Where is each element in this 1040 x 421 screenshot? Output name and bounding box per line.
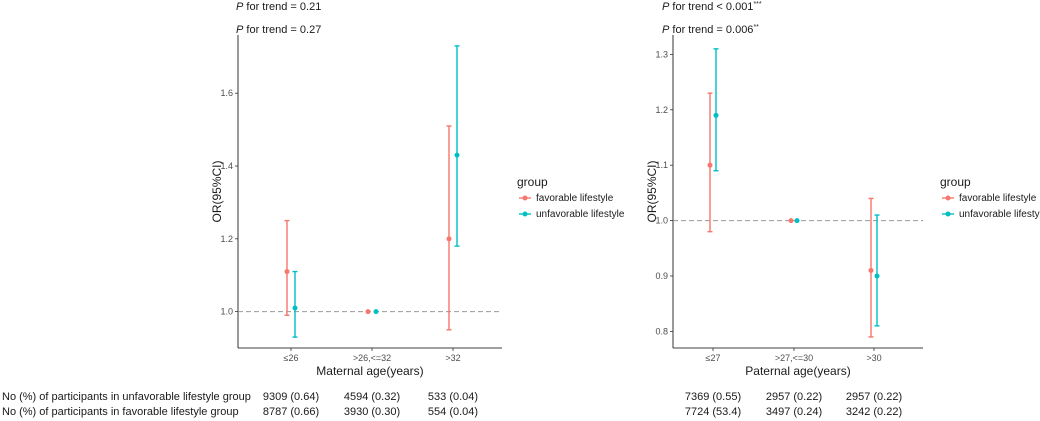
panel1-y-tick-label: 1.6 <box>220 88 233 98</box>
panel2-legend-label-favorable: favorable lifestyle <box>959 193 1037 204</box>
panel2-y-tick-label: 1.3 <box>655 49 668 59</box>
panel2-y-tick-label: 0.8 <box>655 326 668 336</box>
panel1-y-axis-title: OR(95%CI) <box>210 160 224 222</box>
panel2-p-trend-2: P for trend = 0.006** <box>662 24 759 36</box>
panel1-x-tick-label: >32 <box>445 353 460 363</box>
panel1-x-tick-label: ≤26 <box>284 353 299 363</box>
panel1-favorable-point <box>446 236 452 242</box>
panel2-y-tick-label: 0.9 <box>655 271 668 281</box>
panel2-count-unfavorable: 2957 (0.22) <box>846 391 902 403</box>
panel1-count-favorable: 8787 (0.66) <box>263 406 319 418</box>
panel1-count-favorable: 3930 (0.30) <box>344 406 400 418</box>
panel2-x-tick-label: ≤27 <box>706 353 721 363</box>
row-label-unfavorable: No (%) of participants in unfavorable li… <box>2 391 251 403</box>
panel1-count-unfavorable: 4594 (0.32) <box>344 391 400 403</box>
panel2-p-trend-1: P for trend < 0.001*** <box>662 1 762 13</box>
panel1-legend-title: group <box>517 175 548 189</box>
panel2-count-unfavorable: 7369 (0.55) <box>685 391 741 403</box>
panel2-y-axis-title: OR(95%CI) <box>645 160 659 222</box>
panel1-legend-key-point <box>522 211 528 217</box>
panel2-unfavorable-point <box>794 218 800 224</box>
panel1-count-unfavorable: 533 (0.04) <box>428 391 478 403</box>
panel2-legend-key-point <box>945 195 951 201</box>
panel2-favorable-point <box>707 162 713 168</box>
panel1-favorable-point <box>284 269 290 275</box>
panel1-favorable-point <box>365 309 371 315</box>
panel2-legend-title: group <box>940 175 971 189</box>
panel1-unfavorable-point <box>292 305 298 311</box>
panel1-legend-key-point <box>522 195 528 201</box>
panel1-unfavorable-point <box>454 152 460 158</box>
panel1-count-unfavorable: 9309 (0.64) <box>263 391 319 403</box>
panel2-unfavorable-point <box>713 112 719 118</box>
panel2-x-tick-label: >30 <box>866 353 881 363</box>
panel1-x-tick-label: >26,<=32 <box>353 353 391 363</box>
panel1-p-trend-1: P for trend = 0.21 <box>236 1 321 13</box>
panel1-y-tick-label: 1.0 <box>220 307 233 317</box>
panel2-legend-key-point <box>945 211 951 217</box>
panel2-legend-label-unfavorable: unfavorable lifestyle <box>959 209 1040 220</box>
panel1-count-favorable: 554 (0.04) <box>428 406 478 418</box>
panel2-favorable-point <box>868 267 874 273</box>
panel2-unfavorable-point <box>874 273 880 279</box>
panel1-p-trend-2: P for trend = 0.27 <box>236 24 321 36</box>
panel1-legend-label-favorable: favorable lifestyle <box>536 193 614 204</box>
row-label-favorable: No (%) of participants in favorable life… <box>2 406 239 418</box>
panel1-y-tick-label: 1.4 <box>220 161 233 171</box>
panel2-count-unfavorable: 2957 (0.22) <box>766 391 822 403</box>
panel2-y-tick-label: 1.0 <box>655 216 668 226</box>
panel2-x-axis-title: Paternal age(years) <box>745 364 850 378</box>
panel1-legend-label-unfavorable: unfavorable lifestyle <box>536 209 625 220</box>
panel2-x-tick-label: >27,<=30 <box>775 353 813 363</box>
panel2-count-favorable: 7724 (53.4) <box>685 406 741 418</box>
panel2-count-favorable: 3242 (0.22) <box>846 406 902 418</box>
panel2-y-tick-label: 1.2 <box>655 105 668 115</box>
panel1-x-axis-title: Maternal age(years) <box>316 364 423 378</box>
panel2-count-favorable: 3497 (0.24) <box>766 406 822 418</box>
panel2-favorable-point <box>788 218 794 224</box>
panel1-unfavorable-point <box>373 309 379 315</box>
panel2-y-tick-label: 1.1 <box>655 160 668 170</box>
panel1-y-tick-label: 1.2 <box>220 234 233 244</box>
